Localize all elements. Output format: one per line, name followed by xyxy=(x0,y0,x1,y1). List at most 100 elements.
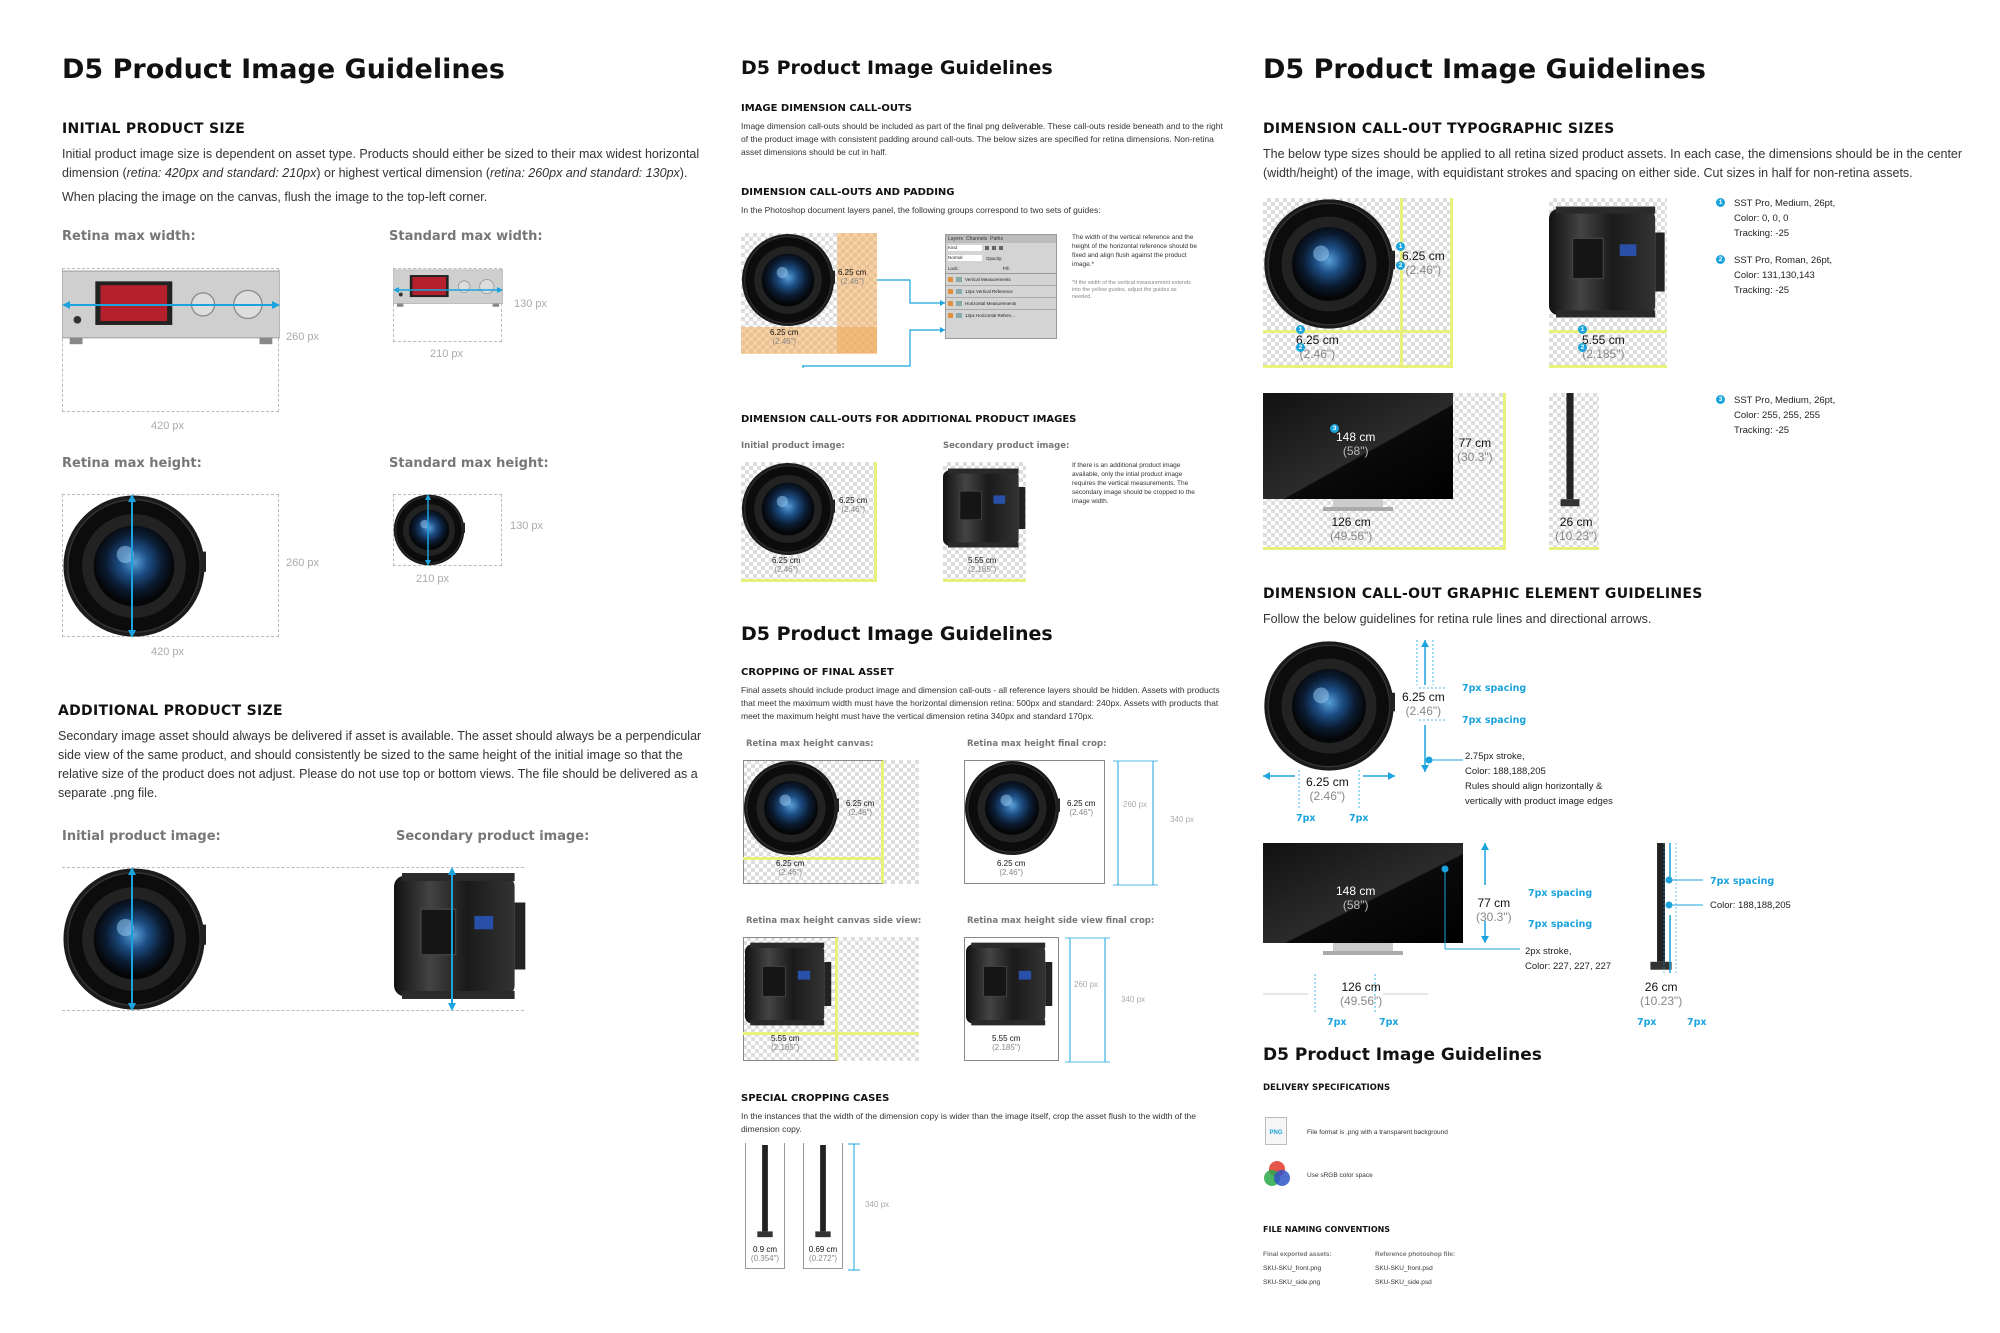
typo-side-dim: 5.55 cm (2.185") xyxy=(1582,333,1625,361)
retina-height-canvas xyxy=(62,494,279,637)
crop-guide-3 xyxy=(743,1032,919,1035)
typo-guide-h xyxy=(1263,330,1453,333)
rule-pointer-3 xyxy=(1665,901,1703,909)
graphic-tv-rules xyxy=(1441,843,1520,950)
visibility-eye-icon[interactable] xyxy=(948,277,953,282)
layer-row[interactable]: Horizontal Measurements xyxy=(946,298,1056,310)
guide-note: The width of the vertical reference and … xyxy=(1072,234,1198,268)
graphic-horizontal-rules xyxy=(1263,770,1395,810)
crop4-dim-260: 260 px xyxy=(1074,980,1099,989)
crop-camera-1 xyxy=(743,760,839,856)
spec-marker-2: 2 xyxy=(1716,255,1725,264)
crop-camera-side-4 xyxy=(966,942,1053,1026)
graphic-tv-width-dim: 148 cm (58") xyxy=(1336,884,1376,912)
additional-guide-lines xyxy=(62,867,524,1011)
crop-camera-side-3 xyxy=(745,942,832,1026)
reference-file-label: Reference photoshop file: xyxy=(1375,1251,1456,1258)
filter-icon[interactable] xyxy=(985,246,989,250)
crop-guide-1 xyxy=(743,857,884,860)
px7-label-1: 7px xyxy=(1296,813,1316,824)
format-spec: File format is .png with a transparent b… xyxy=(1307,1129,1448,1136)
folder-icon xyxy=(956,289,962,294)
final-file-front: SKU-SKU_front.png xyxy=(1263,1265,1322,1272)
additional-camera xyxy=(741,462,835,556)
initial-size-description: Initial product image size is dependent … xyxy=(62,147,700,180)
callout-marker-2c: 2 xyxy=(1578,343,1587,352)
dim-130-b: 130 px xyxy=(510,520,544,532)
crop4-dim-340: 340 px xyxy=(1121,995,1146,1004)
crop1-horizontal-dim: 6.25 cm (2.46") xyxy=(776,859,805,877)
typographic-description: The below type sizes should be applied t… xyxy=(1263,147,1963,180)
initial-height-arrow xyxy=(128,867,136,1011)
typo-tv-side xyxy=(1560,393,1580,507)
initial-product-image-label: Initial product image: xyxy=(62,829,221,844)
graphic-tv xyxy=(1263,843,1463,955)
crop-camera-2 xyxy=(964,760,1060,856)
typo-side-guide xyxy=(1549,330,1667,333)
srgb-color-icon xyxy=(1264,1161,1290,1186)
additional-horizontal-dim: 6.25 cm (2.46") xyxy=(772,556,801,574)
px7-label-4: 7px xyxy=(1379,1017,1399,1028)
spec-3: SST Pro, Medium, 26pt, Color: 255, 255, 2… xyxy=(1734,395,1836,436)
secondary-height-arrow xyxy=(448,867,456,1011)
typo-tv-bottom-dim: 126 cm (49.56") xyxy=(1330,515,1373,543)
typo-guide-v xyxy=(1400,198,1403,368)
padding-horizontal-dim: 6.25 cm (2.46") xyxy=(770,328,799,346)
graphic-tv-bottom-rules xyxy=(1263,974,1428,1014)
dim-130: 130 px xyxy=(514,298,548,310)
typo-tv-side-dim: 26 cm (10.23") xyxy=(1555,515,1598,543)
special-dim-340: 340 px xyxy=(865,1200,890,1209)
px7-label-6: 7px xyxy=(1687,1017,1707,1028)
width-arrow xyxy=(62,301,280,309)
dim-420-b: 420 px xyxy=(151,646,185,658)
callout-marker-2: 2 xyxy=(1396,261,1405,270)
special-dim-2: 0.69 cm (0.272") xyxy=(808,1245,838,1263)
typo-camera xyxy=(1263,198,1395,330)
visibility-eye-icon[interactable] xyxy=(948,289,953,294)
visibility-eye-icon[interactable] xyxy=(948,301,953,306)
graphic-tv-height-dim: 77 cm (30.3") xyxy=(1476,896,1512,924)
kind-filter[interactable]: Kind xyxy=(948,245,982,251)
spacing-label-4: 7px spacing xyxy=(1528,919,1593,930)
crop3-dim: 5.55 cm (2.185") xyxy=(771,1034,800,1052)
initial-image-label-2: Initial product image: xyxy=(741,441,845,451)
section-heading-additional-size: ADDITIONAL PRODUCT SIZE xyxy=(58,703,283,719)
dim-210-b: 210 px xyxy=(416,573,450,585)
graphic-camera-vertical-dim: 6.25 cm (2.46") xyxy=(1402,690,1445,718)
secondary-product-image-label: Secondary product image: xyxy=(396,829,590,844)
tab-layers[interactable]: Layers xyxy=(948,236,964,242)
additional-side-dim: 5.55 cm (2.185") xyxy=(968,556,997,574)
filter-type-icon[interactable] xyxy=(992,246,996,250)
spec-marker-1: 1 xyxy=(1716,198,1725,207)
crop2-dim-340: 340 px xyxy=(1170,815,1195,824)
section-heading-callouts: IMAGE DIMENSION CALL-OUTS xyxy=(741,103,912,114)
page-title-5: D5 Product Image Guidelines xyxy=(1263,1045,1542,1065)
tab-channels[interactable]: Channels xyxy=(966,236,988,242)
layer-row[interactable]: 12px Vertical Reference xyxy=(946,286,1056,298)
page-title-3: D5 Product Image Guidelines xyxy=(741,623,1053,645)
flush-instruction: When placing the image on the canvas, fl… xyxy=(62,190,488,204)
tab-paths[interactable]: Paths xyxy=(990,236,1003,242)
folder-icon xyxy=(956,313,962,318)
layer-row[interactable]: Vertical Measurements xyxy=(946,274,1056,286)
blend-mode-select[interactable]: Normal xyxy=(948,255,982,261)
dim-260-b: 260 px xyxy=(286,557,320,569)
typo-camera-horizontal-dim: 6.25 cm (2.46") xyxy=(1296,333,1339,361)
section-heading-cropping: CROPPING OF FINAL ASSET xyxy=(741,667,894,678)
layer-row[interactable]: 12px Horizontal Refere... xyxy=(946,310,1056,321)
section-heading-delivery: DELIVERY SPECIFICATIONS xyxy=(1263,1083,1391,1093)
spacing-label-2: 7px spacing xyxy=(1462,715,1527,726)
standard-height-canvas xyxy=(393,494,502,566)
special-description: In the instances that the width of the d… xyxy=(741,1111,1197,1134)
page-title: D5 Product Image Guidelines xyxy=(62,54,505,85)
page-title-4: D5 Product Image Guidelines xyxy=(1263,54,1706,85)
section-heading-naming: FILE NAMING CONVENTIONS xyxy=(1263,1225,1391,1234)
filter-shape-icon[interactable] xyxy=(999,246,1003,250)
special-frame-2 xyxy=(803,1143,843,1269)
graphic-tv-side-dim: 26 cm (10.23") xyxy=(1640,980,1683,1008)
width-arrow-small xyxy=(393,287,503,293)
visibility-eye-icon[interactable] xyxy=(948,313,953,318)
graphic-tv-bottom-dim: 126 cm (49.56") xyxy=(1340,980,1383,1008)
retina-max-width-label: Retina max width: xyxy=(62,229,196,244)
callout-marker-2b: 2 xyxy=(1296,343,1305,352)
